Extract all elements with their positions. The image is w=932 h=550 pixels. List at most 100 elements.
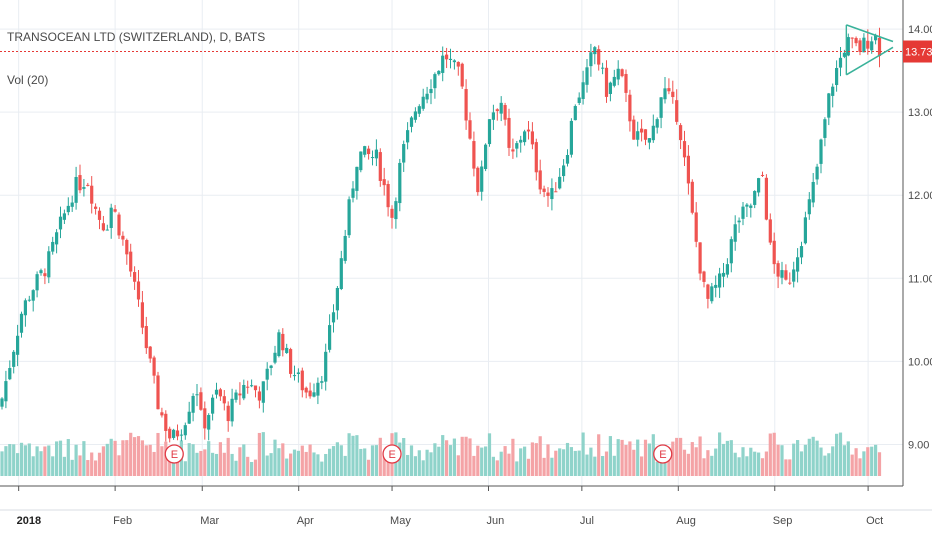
volume-bar <box>636 439 640 476</box>
candle-up <box>441 55 445 73</box>
volume-bar <box>499 451 503 476</box>
candle-down <box>468 120 472 139</box>
candle-up <box>417 106 421 114</box>
candle-up <box>425 93 429 100</box>
candle-up <box>230 398 234 422</box>
candle-down <box>281 333 285 351</box>
candle-down <box>788 282 792 284</box>
earnings-marker-circle <box>164 444 184 464</box>
candle-up <box>242 384 246 399</box>
volume-bar <box>468 438 472 476</box>
volume-bar <box>374 445 378 476</box>
candle-up <box>355 166 359 191</box>
volume-bar <box>292 449 297 476</box>
volume-bar <box>47 445 51 476</box>
candle-up <box>745 204 749 207</box>
volume-bar <box>199 450 203 476</box>
volume-bar <box>339 445 343 476</box>
volume-bar <box>78 455 82 476</box>
volume-bar <box>811 436 815 476</box>
candle-up <box>487 119 492 145</box>
volume-bar <box>90 452 94 476</box>
volume-bar <box>16 453 20 476</box>
candle-down <box>538 170 542 190</box>
candle-down <box>253 385 258 391</box>
candle-down <box>140 302 144 328</box>
volume-bar <box>768 433 772 476</box>
candle-up <box>74 177 78 203</box>
volume-bar <box>698 436 702 476</box>
volume-bar <box>125 440 129 476</box>
volume-bar <box>230 453 234 476</box>
volume-indicator-label[interactable]: Vol (20) <box>7 73 49 87</box>
volume-bar <box>831 446 835 476</box>
volume-bar <box>550 457 554 476</box>
candle-down <box>125 240 129 255</box>
candle-up <box>870 41 874 51</box>
volume-bar <box>160 446 164 476</box>
candle-up <box>484 144 488 170</box>
candle-up <box>172 429 176 438</box>
candle-down <box>238 393 242 396</box>
volume-bar <box>234 460 238 476</box>
candle-down <box>97 210 102 220</box>
volume-bar <box>148 444 152 476</box>
volume-bar <box>23 445 27 476</box>
volume-bar <box>250 461 254 476</box>
candle-up <box>277 332 281 357</box>
candle-up <box>214 389 219 395</box>
volume-bar <box>382 456 386 476</box>
volume-bar <box>772 432 776 476</box>
volume-bar <box>472 455 476 476</box>
triangle-upper-line <box>846 24 894 43</box>
x-tick-label: Jun <box>487 515 505 527</box>
candle-up <box>569 120 573 155</box>
volume-bar <box>671 441 675 476</box>
volume-bar <box>858 458 862 476</box>
candle-up <box>862 37 866 53</box>
volume-bar <box>448 445 453 476</box>
earnings-marker-label: E <box>659 449 666 461</box>
candle-down <box>203 408 207 429</box>
candle-up <box>409 117 414 127</box>
candle-down <box>682 141 687 158</box>
candle-down <box>390 208 394 218</box>
candle-up <box>733 224 737 242</box>
candle-up <box>562 165 566 177</box>
volume-bar <box>109 438 113 476</box>
volume-bar <box>355 435 359 476</box>
x-tick-label: Sep <box>773 515 793 527</box>
volume-bar <box>690 442 694 476</box>
candle-up <box>27 299 31 301</box>
volume-bar <box>523 446 527 476</box>
volume-bar <box>577 450 581 476</box>
volume-bar <box>799 451 804 476</box>
volume-bar <box>343 455 347 476</box>
candle-down <box>156 375 160 410</box>
candle-down <box>456 61 460 67</box>
earnings-marker-circle <box>382 444 402 464</box>
volume-bar <box>246 456 250 476</box>
volume-bar <box>183 461 187 476</box>
candle-up <box>846 37 850 56</box>
volume-bar <box>222 452 226 476</box>
candle-down <box>304 387 308 393</box>
volume-bar <box>238 447 242 476</box>
volume-bar <box>175 461 180 476</box>
volume-bar <box>316 454 320 476</box>
candle-up <box>179 434 183 436</box>
volume-bar <box>4 446 8 476</box>
volume-bar <box>425 449 429 476</box>
volume-bar <box>168 451 172 476</box>
volume-bar <box>269 453 273 476</box>
volume-bar <box>682 449 687 476</box>
volume-bar <box>593 456 597 476</box>
candle-up <box>612 76 616 86</box>
candle-up <box>47 251 51 278</box>
volume-bar <box>597 434 601 476</box>
candle-down <box>604 67 609 97</box>
candle-up <box>183 425 187 436</box>
candle-down <box>160 412 164 416</box>
